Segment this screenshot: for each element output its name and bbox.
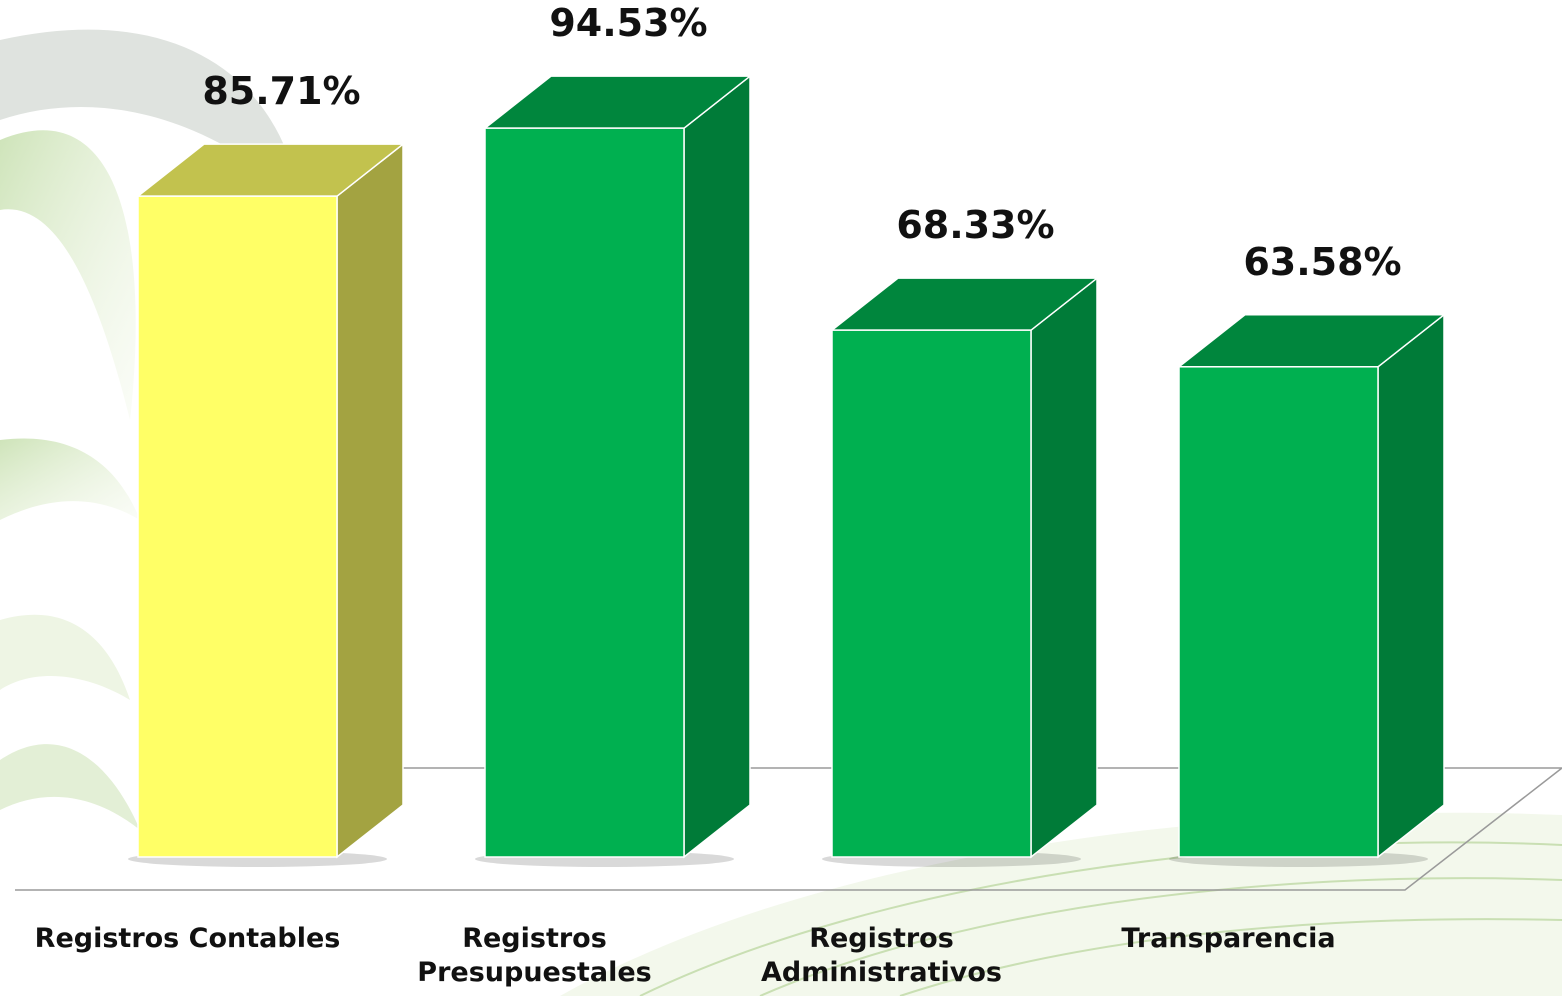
category-label: Registros Contables [34,923,341,954]
background-decoration [0,29,1562,996]
category-label: Registros Administrativos [761,923,1002,988]
bar [137,195,338,858]
value-label: 85.71% [202,69,360,113]
bar-side [1030,276,1098,859]
bar-side [1377,313,1445,859]
bar [484,127,685,858]
value-label: 63.58% [1243,240,1401,284]
value-label: 94.53% [549,1,707,45]
bar [1178,366,1379,858]
category-label: Registros Presupuestales [417,923,652,988]
bar [831,329,1032,858]
bar-side [683,74,751,859]
value-label: 68.33% [896,203,1054,247]
category-label: Transparencia [1121,923,1336,954]
bar-side [336,142,404,859]
